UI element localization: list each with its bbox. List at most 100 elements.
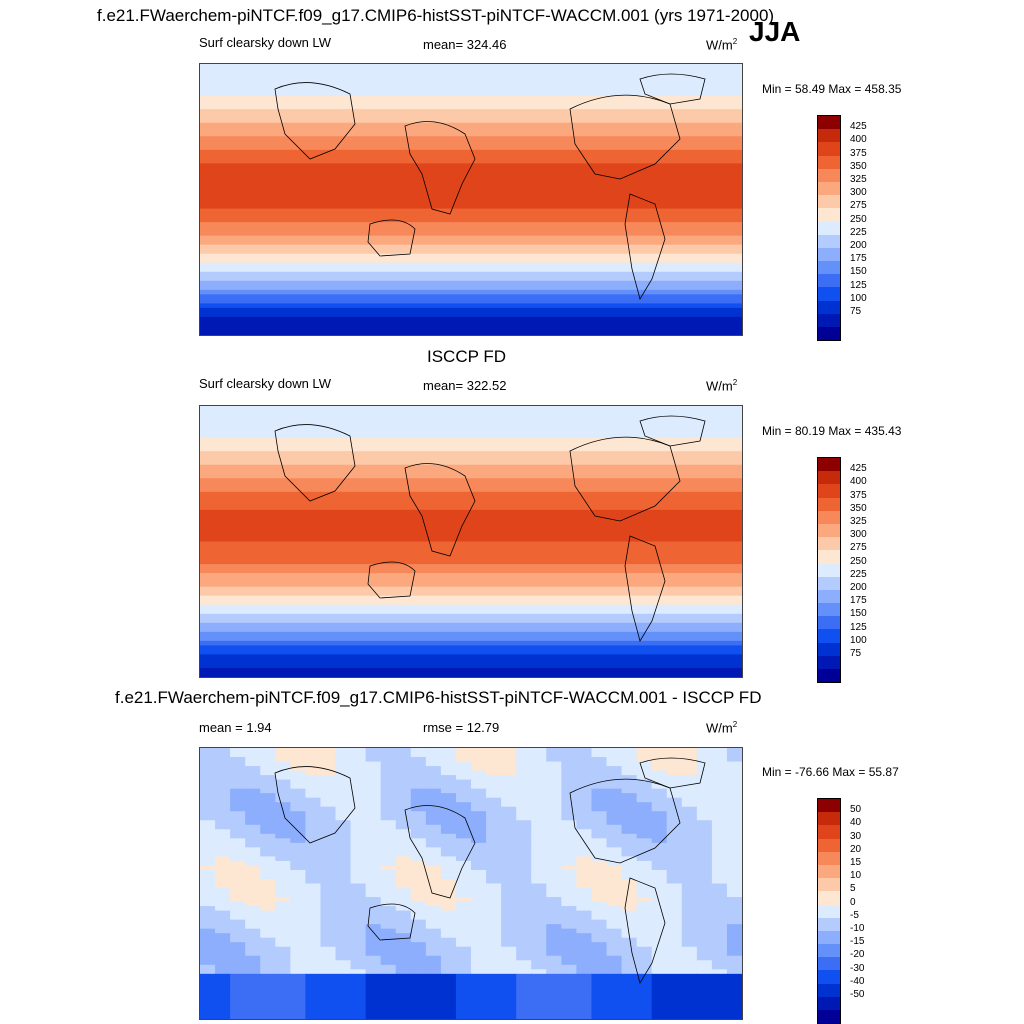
field-cell [486, 969, 502, 975]
zonal-band [200, 600, 742, 606]
field-cell [621, 811, 638, 817]
field-cell [471, 865, 487, 871]
field-cell [696, 793, 713, 799]
field-cell [486, 924, 502, 930]
field-cell [245, 910, 261, 916]
field-cell [576, 1014, 593, 1019]
field-cell [711, 838, 728, 844]
field-cell [425, 757, 442, 763]
colorbar-swatch [818, 129, 840, 143]
colorbar-tick-label: 125 [850, 621, 867, 633]
field-cell [531, 969, 547, 975]
field-cell [440, 955, 457, 961]
zonal-band [200, 181, 742, 187]
field-cell [380, 784, 397, 790]
field-cell [305, 788, 322, 794]
field-cell [696, 946, 713, 952]
field-cell [200, 892, 216, 898]
field-cell [651, 779, 668, 785]
field-cell [305, 897, 322, 903]
field-cell [636, 784, 653, 790]
field-cell [440, 779, 457, 785]
field-cell [425, 838, 442, 844]
field-cell [305, 752, 322, 758]
field-cell [681, 1009, 698, 1016]
field-cell [651, 815, 668, 821]
field-cell [726, 874, 742, 880]
field-cell [681, 788, 698, 794]
field-cell [471, 942, 487, 948]
field-cell [636, 851, 653, 857]
field-cell [486, 928, 502, 934]
field-cell [516, 761, 532, 767]
field-cell [245, 797, 261, 803]
field-cell [516, 991, 532, 998]
field-cell [440, 851, 457, 857]
field-cell [711, 797, 728, 803]
field-cell [561, 878, 577, 885]
field-cell [365, 865, 382, 871]
field-cell [260, 761, 276, 767]
field-cell [486, 847, 502, 853]
field-cell [711, 752, 728, 758]
field-cell [410, 924, 427, 930]
field-cell [410, 892, 427, 898]
field-cell [711, 973, 728, 979]
field-cell [546, 883, 562, 889]
field-cell [621, 752, 638, 758]
field-cell [260, 851, 276, 857]
field-cell [591, 1000, 608, 1007]
field-cell [636, 806, 653, 812]
coastline-north-america [569, 94, 681, 180]
field-cell [606, 878, 623, 885]
field-cell [591, 964, 608, 970]
field-cell [546, 996, 562, 1002]
zonal-band [200, 276, 742, 282]
field-cell [471, 851, 487, 857]
field-cell [696, 991, 713, 998]
field-cell [666, 838, 683, 844]
field-cell [200, 969, 216, 975]
field-cell [486, 806, 502, 812]
field-cell [531, 960, 547, 966]
field-cell [245, 924, 261, 930]
field-cell [606, 915, 623, 921]
field-cell [726, 847, 742, 853]
field-cell [410, 770, 427, 776]
field-cell [410, 915, 427, 921]
field-cell [290, 788, 306, 794]
field-cell [215, 901, 231, 907]
field-cell [350, 806, 367, 812]
field-cell [711, 860, 728, 867]
field-cell [591, 824, 608, 830]
field-cell [651, 919, 668, 925]
colorbar-tick-label: 275 [850, 200, 867, 212]
field-cell [455, 906, 472, 912]
field-cell [305, 973, 322, 979]
field-cell [200, 838, 216, 844]
panel1-units: W/m2 [706, 37, 738, 53]
field-cell [576, 1000, 593, 1007]
field-cell [651, 978, 668, 984]
field-cell [215, 779, 231, 785]
field-cell [636, 946, 653, 952]
field-cell [681, 824, 698, 830]
field-cell [636, 770, 653, 776]
field-cell [230, 924, 246, 930]
field-cell [726, 833, 742, 839]
field-cell [726, 951, 742, 957]
field-cell [290, 996, 306, 1002]
field-cell [651, 1005, 668, 1011]
field-cell [576, 906, 593, 912]
field-cell [215, 824, 231, 830]
field-cell [410, 784, 427, 790]
field-cell [455, 860, 472, 867]
field-cell [215, 919, 231, 925]
field-cell [395, 924, 412, 930]
field-cell [666, 1000, 683, 1007]
field-cell [395, 910, 412, 916]
field-cell [275, 851, 291, 857]
field-cell [546, 860, 562, 867]
colorbar-tick-label: -40 [850, 975, 865, 987]
field-cell [501, 942, 517, 948]
